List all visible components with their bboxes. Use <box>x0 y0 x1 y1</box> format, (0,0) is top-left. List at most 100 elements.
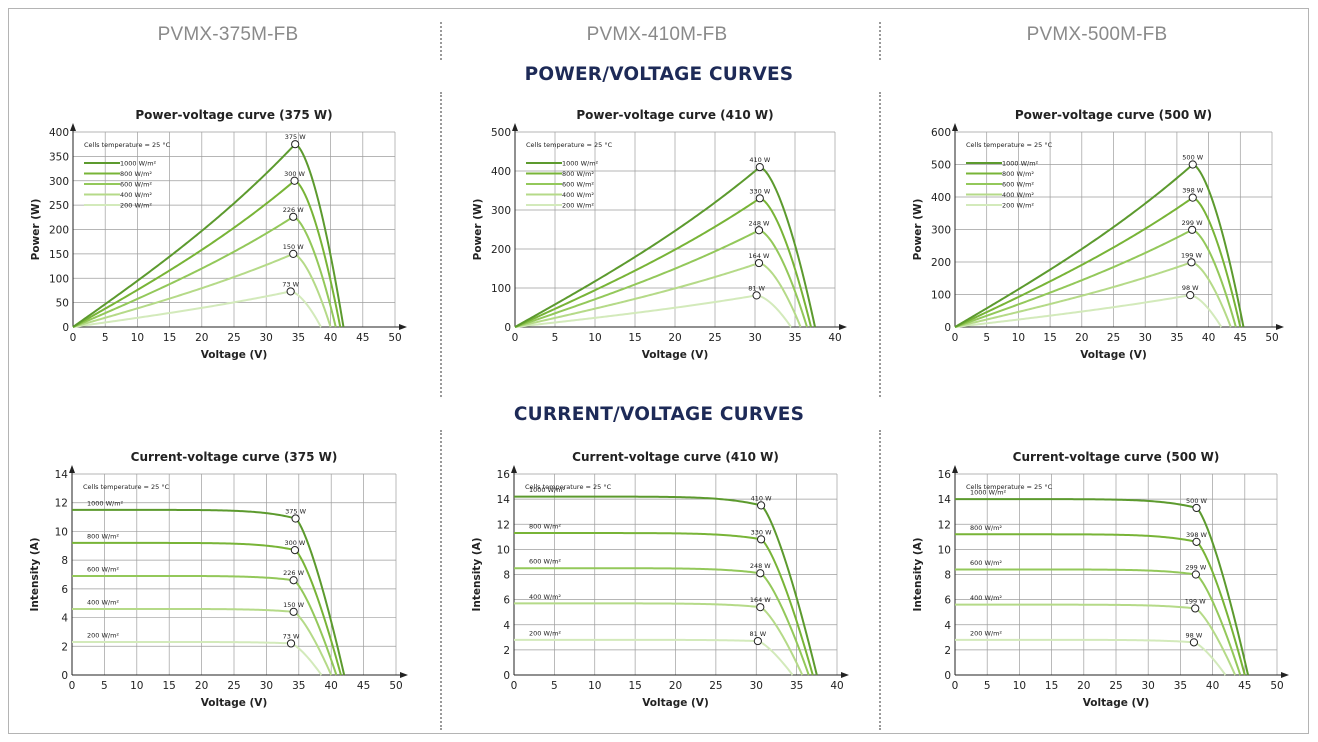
series-line-5 <box>72 640 323 676</box>
legend-label: 600 W/m² <box>1002 181 1034 189</box>
y-tick-label: 10 <box>55 526 68 538</box>
mpp-label: 410 W <box>749 156 770 164</box>
x-tick-label: 10 <box>1013 680 1026 692</box>
y-tick-label: 0 <box>944 670 951 682</box>
legend-label: 600 W/m² <box>120 181 152 189</box>
chart-title: Current-voltage curve (410 W) <box>572 450 779 464</box>
mpp-label: 150 W <box>283 243 304 251</box>
legend-label: 800 W/m² <box>562 170 594 178</box>
x-tick-label: 45 <box>1234 332 1247 344</box>
x-tick-label: 30 <box>748 332 761 344</box>
mpp-label: 164 W <box>749 252 770 260</box>
x-tick-label: 40 <box>830 680 843 692</box>
irradiance-label: 400 W/m² <box>529 593 561 601</box>
mpp-marker <box>1192 537 1201 546</box>
y-tick-label: 400 <box>49 127 69 139</box>
irradiance-label: 800 W/m² <box>970 524 1002 532</box>
x-tick-label: 0 <box>952 332 959 344</box>
irradiance-label: 200 W/m² <box>970 629 1002 637</box>
mpp-label: 375 W <box>285 133 306 141</box>
series-line-4 <box>72 252 332 328</box>
x-axis-arrow <box>841 672 849 678</box>
x-tick-label: 15 <box>1045 680 1058 692</box>
y-axis-label: Intensity (A) <box>29 537 41 611</box>
mpp-label: 330 W <box>749 187 770 195</box>
x-tick-label: 5 <box>552 332 559 344</box>
x-tick-label: 25 <box>708 332 721 344</box>
x-axis-arrow <box>1281 672 1289 678</box>
y-tick-label: 6 <box>944 595 951 607</box>
irradiance-label: 1000 W/m² <box>970 489 1007 497</box>
x-axis-arrow <box>400 672 408 678</box>
figure-frame <box>8 8 1309 734</box>
y-tick-label: 4 <box>944 620 951 632</box>
y-tick-label: 10 <box>497 544 510 556</box>
series-line-5 <box>955 638 1227 676</box>
x-tick-label: 25 <box>227 332 240 344</box>
mpp-label: 248 W <box>749 219 770 227</box>
legend-label: 400 W/m² <box>562 191 594 199</box>
irradiance-label: 400 W/m² <box>970 594 1002 602</box>
x-tick-label: 10 <box>131 332 144 344</box>
mpp-marker <box>1191 570 1200 579</box>
x-tick-label: 25 <box>1109 680 1122 692</box>
y-tick-label: 10 <box>938 544 951 556</box>
mpp-label: 300 W <box>284 170 305 178</box>
y-tick-label: 500 <box>931 160 951 172</box>
x-tick-label: 20 <box>1075 332 1088 344</box>
x-tick-label: 35 <box>292 332 305 344</box>
y-tick-label: 0 <box>944 322 951 334</box>
y-tick-label: 50 <box>56 298 69 310</box>
y-tick-label: 0 <box>504 322 511 334</box>
mpp-marker <box>1187 258 1196 267</box>
y-tick-label: 250 <box>49 200 69 212</box>
series-line-1 <box>955 498 1249 676</box>
mpp-label: 500 W <box>1186 497 1207 505</box>
x-tick-label: 40 <box>1202 332 1215 344</box>
x-tick-label: 5 <box>983 332 990 344</box>
series-line-1 <box>514 166 816 328</box>
x-tick-label: 35 <box>292 680 305 692</box>
legend-label: 400 W/m² <box>120 191 152 199</box>
temperature-note: Cells temperature = 25 °C <box>84 141 171 149</box>
x-tick-label: 45 <box>357 680 370 692</box>
y-tick-label: 2 <box>944 645 951 657</box>
column-divider <box>879 430 881 730</box>
mpp-marker <box>1188 193 1197 202</box>
mpp-label: 299 W <box>1182 219 1203 227</box>
legend-label: 400 W/m² <box>1002 191 1034 199</box>
y-axis-arrow <box>952 465 958 473</box>
mpp-label: 500 W <box>1182 154 1203 162</box>
legend-label: 800 W/m² <box>1002 170 1034 178</box>
irradiance-label: 800 W/m² <box>87 532 119 540</box>
series-line-4 <box>514 602 804 676</box>
mpp-label: 410 W <box>751 494 772 502</box>
y-tick-label: 16 <box>938 469 952 481</box>
x-tick-label: 10 <box>130 680 143 692</box>
temperature-note: Cells temperature = 25 °C <box>966 141 1053 149</box>
y-axis-arrow <box>70 123 76 131</box>
temperature-note: Cells temperature = 25 °C <box>966 483 1053 491</box>
mpp-label: 98 W <box>1186 631 1203 639</box>
series-line-4 <box>955 603 1237 676</box>
mpp-label: 81 W <box>749 630 766 638</box>
y-tick-label: 2 <box>61 641 68 653</box>
x-tick-label: 30 <box>260 332 273 344</box>
x-tick-label: 5 <box>984 680 991 692</box>
column-divider <box>879 22 881 60</box>
model-title-500: PVMX-500M-FB <box>1026 24 1168 45</box>
y-tick-label: 16 <box>497 469 511 481</box>
y-tick-label: 14 <box>497 494 511 506</box>
legend-label: 200 W/m² <box>1002 202 1034 210</box>
mpp-label: 330 W <box>751 528 772 536</box>
x-axis-label: Voltage (V) <box>1083 697 1150 709</box>
mpp-marker <box>756 603 765 612</box>
legend-label: 800 W/m² <box>120 170 152 178</box>
y-tick-label: 100 <box>491 283 511 295</box>
x-axis-label: Voltage (V) <box>1080 349 1147 361</box>
mpp-label: 73 W <box>283 632 300 640</box>
x-tick-label: 20 <box>1077 680 1090 692</box>
y-tick-label: 400 <box>931 192 951 204</box>
x-tick-label: 30 <box>750 680 763 692</box>
